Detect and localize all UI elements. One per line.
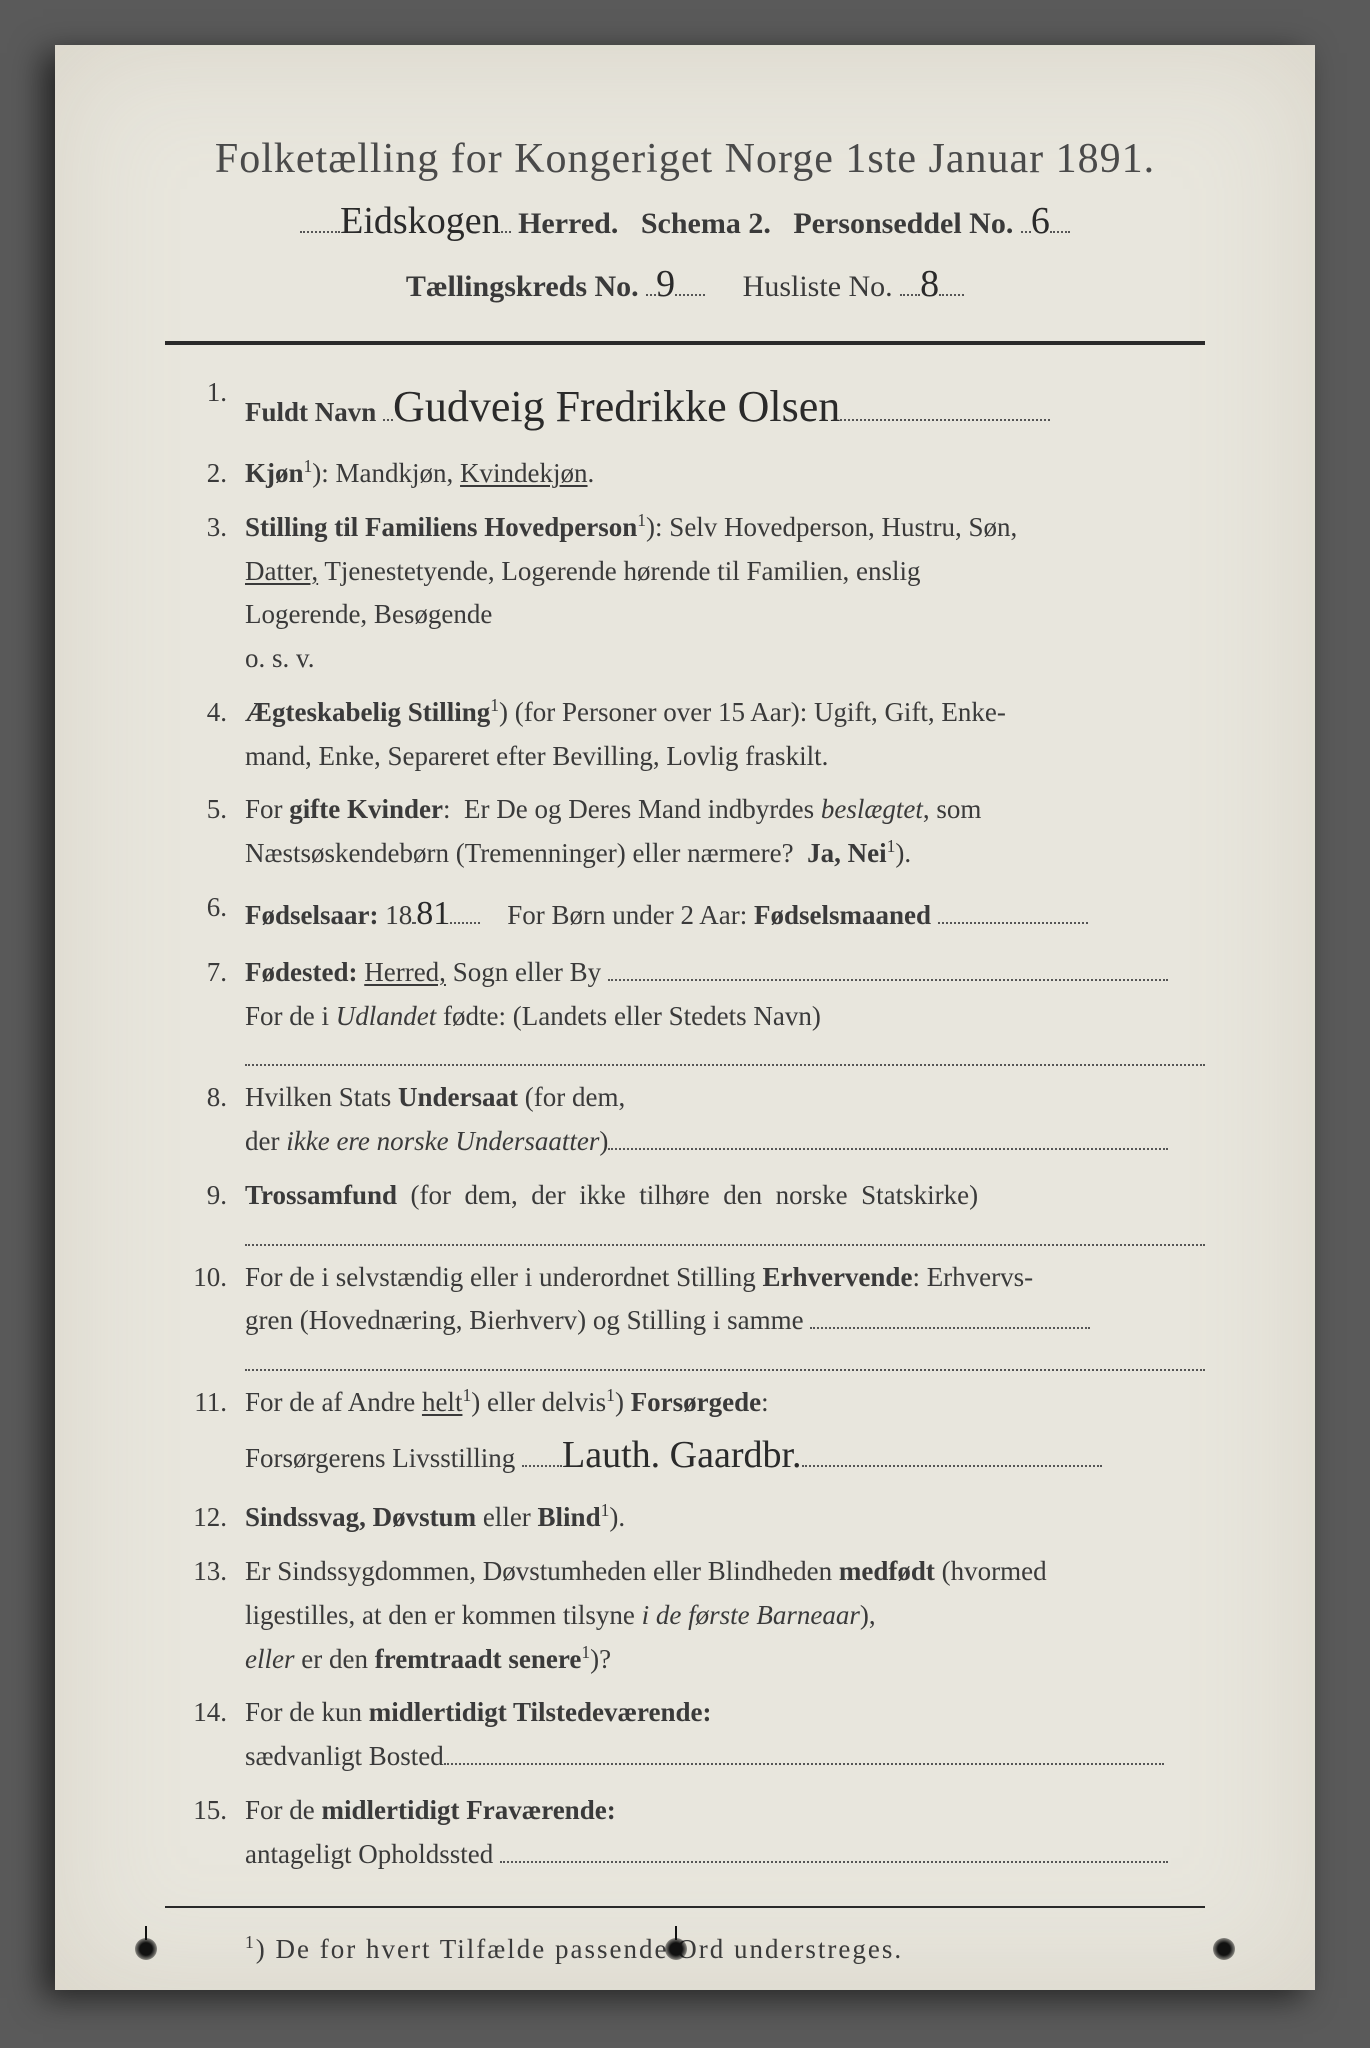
- q7-rest: Sogn eller By: [453, 957, 602, 987]
- num-11: 11.: [165, 1381, 245, 1486]
- q11-value: Lauth. Gaardbr.: [562, 1425, 802, 1487]
- item-14: 14. For de kun midlertidigt Tilstedevære…: [165, 1691, 1205, 1778]
- q4-line2: mand, Enke, Separeret efter Bevilling, L…: [245, 741, 828, 771]
- divider-top: [165, 341, 1205, 345]
- herred-label: Herred.: [518, 207, 618, 240]
- q3-line3: Logerende, Besøgende: [245, 599, 492, 629]
- header-line-2: Tællingskreds No. 9 Husliste No. 8: [165, 256, 1205, 313]
- q4-line1: (for Personer over 15 Aar): Ugift, Gift,…: [515, 697, 1006, 727]
- item-4: 4. Ægteskabelig Stilling1) (for Personer…: [165, 691, 1205, 778]
- footnote: 1) De for hvert Tilfælde passende Ord un…: [245, 1932, 1205, 1965]
- document-page: Folketælling for Kongeriget Norge 1ste J…: [55, 45, 1315, 1990]
- num-10: 10.: [165, 1256, 245, 1371]
- personseddel-label: Personseddel No.: [793, 207, 1013, 240]
- q9-blank: [245, 1224, 1205, 1246]
- q2-selected: Kvindekjøn: [460, 458, 588, 488]
- header-line-1: Eidskogen Herred. Schema 2. Personseddel…: [165, 193, 1205, 250]
- item-10: 10. For de i selvstændig eller i underor…: [165, 1256, 1205, 1371]
- num-6: 6.: [165, 886, 245, 941]
- q3-line2: Tjenestetyende, Logerende hørende til Fa…: [324, 556, 920, 586]
- q1-value: Gudveig Fredrikke Olsen: [393, 371, 840, 442]
- item-11: 11. For de af Andre helt1) eller delvis1…: [165, 1381, 1205, 1486]
- num-2: 2.: [165, 452, 245, 496]
- divider-bottom: [165, 1906, 1205, 1908]
- item-12: 12. Sindssvag, Døvstum eller Blind1).: [165, 1496, 1205, 1540]
- num-9: 9.: [165, 1174, 245, 1246]
- num-15: 15.: [165, 1789, 245, 1876]
- item-13: 13. Er Sindssygdommen, Døvstumheden elle…: [165, 1550, 1205, 1681]
- num-1: 1.: [165, 371, 245, 442]
- q3-line1: Selv Hovedperson, Hustru, Søn,: [669, 512, 1017, 542]
- husliste-no: 8: [920, 256, 939, 313]
- husliste-label: Husliste No.: [743, 270, 893, 303]
- q3-selected: Datter,: [245, 556, 318, 586]
- binding-hole-icon: [1213, 1938, 1235, 1960]
- num-4: 4.: [165, 691, 245, 778]
- num-14: 14.: [165, 1691, 245, 1778]
- content-area: Folketælling for Kongeriget Norge 1ste J…: [165, 135, 1205, 1965]
- num-7: 7.: [165, 951, 245, 1066]
- num-12: 12.: [165, 1496, 245, 1540]
- num-13: 13.: [165, 1550, 245, 1681]
- q7-selected: Herred,: [364, 957, 446, 987]
- kreds-label: Tællingskreds No.: [406, 270, 639, 303]
- item-7: 7. Fødested: Herred, Sogn eller By For d…: [165, 951, 1205, 1066]
- q7-blank: [245, 1044, 1205, 1066]
- kreds-no: 9: [656, 256, 675, 313]
- item-3: 3. Stilling til Familiens Hovedperson1):…: [165, 506, 1205, 681]
- item-15: 15. For de midlertidigt Fraværende: anta…: [165, 1789, 1205, 1876]
- q10-blank: [245, 1349, 1205, 1371]
- q1-label: Fuldt Navn: [245, 397, 376, 427]
- q3-line4: o. s. v.: [245, 643, 315, 673]
- herred-handwritten: Eidskogen: [340, 193, 500, 250]
- item-6: 6. Fødselsaar: 1881 For Børn under 2 Aar…: [165, 886, 1205, 941]
- q6-year: 81: [416, 895, 450, 932]
- item-5: 5. For gifte Kvinder: Er De og Deres Man…: [165, 788, 1205, 875]
- num-3: 3.: [165, 506, 245, 681]
- form-items: 1. Fuldt Navn Gudveig Fredrikke Olsen 2.…: [165, 371, 1205, 1876]
- item-2: 2. Kjøn1): Mandkjøn, Kvindekjøn.: [165, 452, 1205, 496]
- item-9: 9. Trossamfund (for dem, der ikke tilhør…: [165, 1174, 1205, 1246]
- item-1: 1. Fuldt Navn Gudveig Fredrikke Olsen: [165, 371, 1205, 442]
- binding-hole-icon: [135, 1938, 157, 1960]
- num-8: 8.: [165, 1076, 245, 1163]
- binding-hole-icon: [665, 1938, 687, 1960]
- num-5: 5.: [165, 788, 245, 875]
- schema-label: Schema 2.: [641, 207, 771, 240]
- item-8: 8. Hvilken Stats Undersaat (for dem, der…: [165, 1076, 1205, 1163]
- main-title: Folketælling for Kongeriget Norge 1ste J…: [165, 135, 1205, 183]
- personseddel-no: 6: [1031, 193, 1050, 250]
